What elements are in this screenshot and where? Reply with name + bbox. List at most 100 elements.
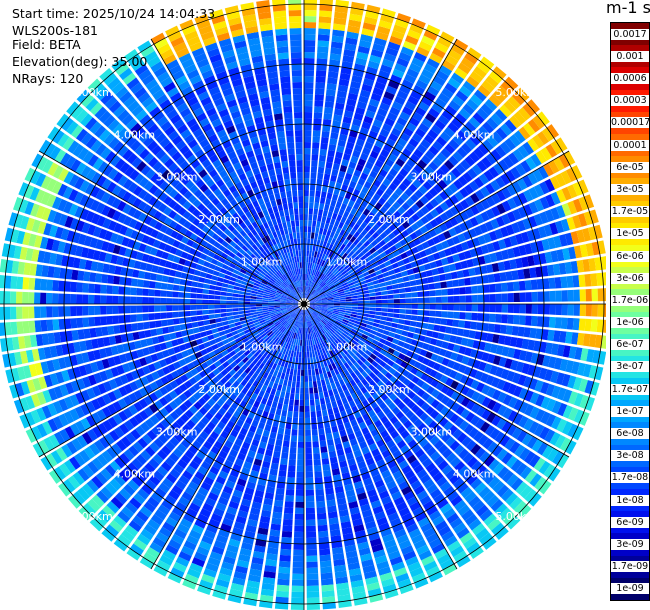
range-gate-cell: [521, 256, 529, 268]
range-gate-cell: [142, 280, 150, 288]
range-gate-cell: [321, 305, 328, 308]
range-gate-cell: [202, 314, 210, 320]
range-gate-cell: [138, 270, 146, 279]
range-gate-cell: [82, 317, 90, 328]
range-gate-cell: [288, 404, 294, 412]
range-gate-cell: [202, 304, 209, 310]
range-gate-cell: [339, 164, 348, 173]
range-gate-cell: [485, 183, 496, 195]
range-gate-cell: [312, 244, 316, 252]
range-gate-cell: [368, 333, 376, 339]
range-gate-cell: [406, 207, 416, 217]
range-gate-cell: [348, 284, 356, 289]
range-gate-cell: [500, 226, 509, 238]
range-gate-cell: [546, 264, 555, 276]
range-gate-cell: [209, 284, 216, 290]
range-gate-cell: [316, 258, 321, 265]
range-gate-cell: [326, 192, 333, 200]
range-gate-cell: [244, 295, 251, 299]
range-gate-cell: [312, 356, 317, 364]
range-gate-cell: [477, 294, 484, 303]
range-gate-cell: [401, 202, 411, 211]
range-gate-cell: [178, 317, 186, 324]
range-gate-cell: [540, 396, 551, 410]
range-gate-cell: [553, 357, 563, 370]
range-gate-cell: [398, 153, 409, 163]
range-gate-cell: [379, 251, 387, 259]
range-gate-cell: [421, 241, 430, 250]
range-gate-cell: [379, 183, 388, 192]
range-gate-cell: [308, 274, 312, 281]
range-gate-cell: [355, 258, 362, 265]
range-gate-cell: [405, 292, 412, 298]
range-gate-cell: [315, 190, 321, 198]
range-gate-cell: [514, 444, 526, 458]
range-gate-cell: [227, 284, 235, 290]
range-gate-cell: [314, 308, 321, 313]
range-gate-cell: [395, 358, 403, 366]
range-gate-cell: [469, 71, 484, 84]
range-gate-cell: [295, 387, 300, 394]
range-gate-cell: [538, 480, 552, 495]
range-gate-cell: [270, 462, 279, 470]
range-gate-cell: [342, 197, 350, 205]
range-gate-cell: [397, 340, 405, 347]
range-gate-cell: [459, 211, 469, 221]
range-gate-cell: [347, 186, 355, 194]
range-gate-cell: [503, 100, 517, 114]
range-gate-cell: [316, 512, 327, 520]
range-gate-cell: [286, 386, 291, 393]
range-gate-cell: [306, 573, 319, 580]
range-gate-cell: [461, 355, 470, 365]
range-gate-cell: [379, 320, 387, 325]
range-gate-cell: [346, 279, 354, 285]
range-gate-cell: [528, 454, 541, 468]
range-gate-cell: [425, 212, 435, 222]
range-gate-cell: [309, 387, 314, 394]
range-gate-cell: [335, 201, 342, 209]
range-gate-cell: [376, 273, 384, 280]
range-gate-cell: [336, 284, 343, 290]
range-gate-cell: [319, 203, 325, 210]
range-gate-cell: [305, 471, 314, 478]
range-gate-cell: [433, 346, 441, 355]
range-gate-cell: [214, 304, 221, 309]
range-gate-cell: [329, 274, 335, 280]
range-gate-cell: [380, 223, 388, 231]
range-gate-cell: [172, 318, 180, 325]
range-gate-cell: [422, 180, 433, 191]
range-gate-cell: [305, 459, 313, 466]
range-gate-cell: [307, 268, 310, 275]
range-gate-cell: [309, 351, 313, 358]
range-gate-cell: [567, 375, 577, 389]
range-gate-cell: [315, 299, 322, 302]
range-gate-cell: [439, 201, 450, 212]
range-gate-cell: [459, 199, 470, 210]
range-gate-cell: [550, 140, 563, 155]
range-gate-cell: [333, 308, 340, 312]
range-gate-cell: [196, 299, 203, 304]
range-gate-cell: [333, 296, 340, 300]
range-gate-cell: [489, 252, 498, 263]
range-gate-cell: [417, 159, 428, 170]
range-gate-cell: [532, 134, 545, 149]
range-gate-cell: [531, 291, 538, 302]
range-gate-cell: [356, 331, 363, 337]
range-gate-cell: [513, 399, 524, 411]
range-gate-cell: [310, 405, 316, 412]
range-gate-cell: [143, 321, 150, 330]
range-gate-cell: [464, 52, 479, 65]
range-gate-cell: [537, 291, 544, 302]
range-gate-cell: [513, 292, 520, 303]
range-gate-cell: [289, 368, 294, 376]
range-gate-cell: [323, 113, 333, 121]
range-gate-cell: [381, 96, 393, 106]
range-gate-cell: [392, 68, 405, 79]
range-gate-cell: [361, 121, 372, 130]
range-gate-cell: [304, 58, 315, 65]
range-gate-cell: [304, 40, 316, 47]
range-gate-cell: [58, 293, 65, 304]
range-gate-cell: [273, 451, 281, 459]
range-gate-cell: [370, 239, 379, 247]
range-gate-cell: [143, 271, 152, 280]
